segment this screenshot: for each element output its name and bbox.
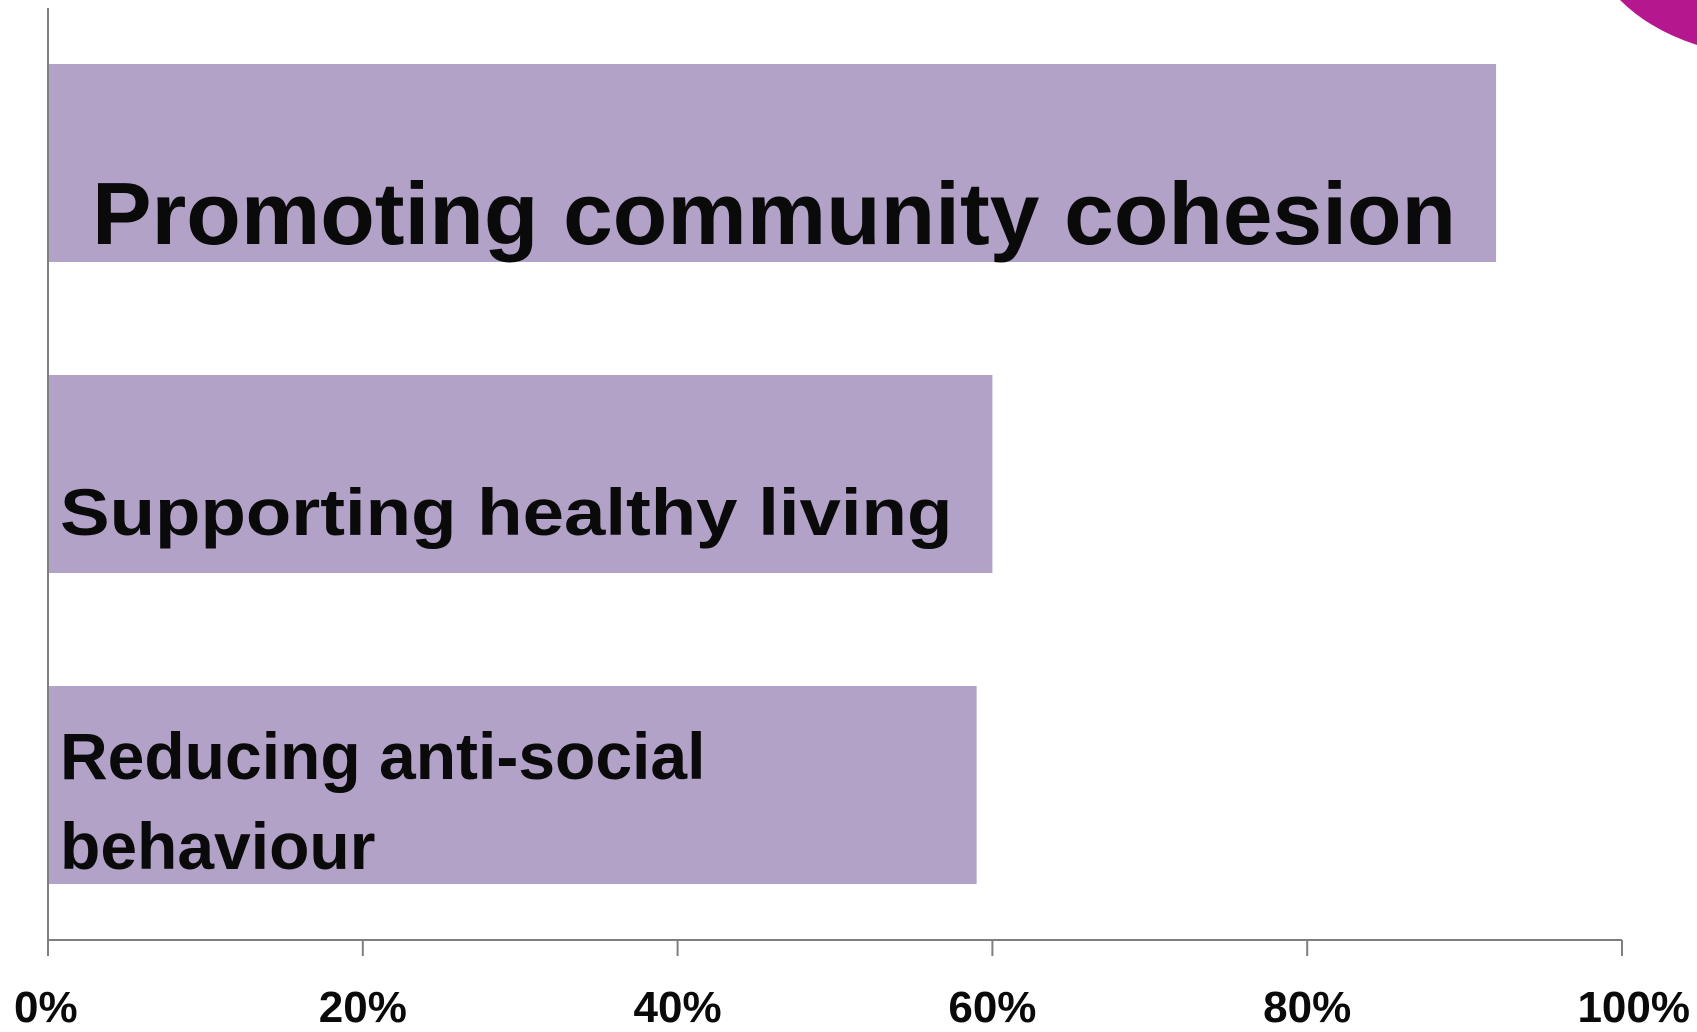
bar-1 xyxy=(48,64,1497,262)
x-tick-label-5: 100% xyxy=(1577,983,1690,1032)
x-tick-label-0: 0% xyxy=(14,983,78,1032)
bar-label-3: Reducing anti-social behaviour xyxy=(60,719,705,883)
bar-2 xyxy=(48,375,993,573)
x-tick-label-4: 80% xyxy=(1263,983,1351,1032)
bar-3 xyxy=(48,686,977,884)
x-tick-label-3: 60% xyxy=(948,983,1036,1032)
x-tick-label-1: 20% xyxy=(319,983,407,1032)
x-tick-group xyxy=(47,940,1623,956)
bar-label-group: Promoting community cohesion Supporting h… xyxy=(60,164,1456,883)
bar-label-2: Supporting healthy living xyxy=(60,475,952,549)
bar-group xyxy=(48,64,1497,884)
magenta-corner-shape xyxy=(1620,0,1697,45)
bar-label-1: Promoting community cohesion xyxy=(92,164,1456,263)
x-tick-label-group: 0% 20% 40% 60% 80% 100% xyxy=(14,983,1690,1032)
x-tick-label-2: 40% xyxy=(634,983,722,1032)
